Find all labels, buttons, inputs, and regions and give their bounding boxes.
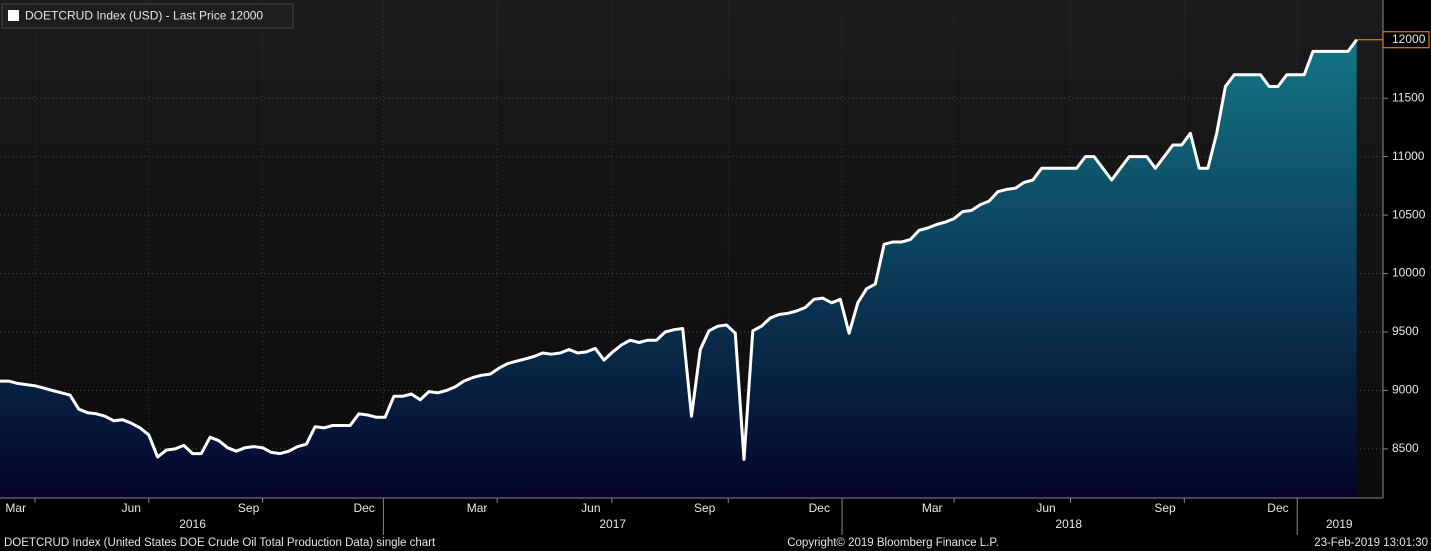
y-tick-label: 9000 xyxy=(1392,383,1419,397)
last-price-box xyxy=(1382,31,1430,49)
legend: DOETCRUD Index (USD) - Last Price 12000 xyxy=(1,3,294,29)
x-tick-label: Sep xyxy=(1154,501,1176,515)
area xyxy=(0,39,1357,498)
y-tick-label: 10000 xyxy=(1392,266,1426,280)
legend-swatch xyxy=(8,10,19,21)
last-price-label: 12000 xyxy=(1392,32,1426,46)
x-tick-label: Jun xyxy=(122,501,141,515)
x-tick-label: Mar xyxy=(922,501,943,515)
legend-label: DOETCRUD Index (USD) - Last Price 12000 xyxy=(25,9,263,23)
footer-right: 23-Feb-2019 13:01:30 xyxy=(1314,537,1428,549)
footer-center: Copyright© 2019 Bloomberg Finance L.P. xyxy=(787,537,999,549)
x-tick-label: Jun xyxy=(1036,501,1055,515)
x-tick-label: Dec xyxy=(353,501,374,515)
x-tick-label: Jun xyxy=(581,501,600,515)
x-tick-label: Dec xyxy=(1267,501,1288,515)
year-label: 2017 xyxy=(599,517,626,531)
year-label: 2016 xyxy=(179,517,206,531)
year-label: 2018 xyxy=(1055,517,1082,531)
y-tick-label: 9500 xyxy=(1392,324,1419,338)
line xyxy=(0,38,1358,461)
x-tick-label: Sep xyxy=(694,501,716,515)
y-tick-label: 11500 xyxy=(1392,90,1425,104)
y-tick-label: 11000 xyxy=(1392,149,1425,163)
y-tick-label: 8500 xyxy=(1392,441,1419,455)
legend-text: DOETCRUD Index (USD) - Last Price xyxy=(25,9,227,23)
x-tick-label: Mar xyxy=(467,501,488,515)
y-tick-label: 10500 xyxy=(1392,207,1426,221)
legend-last-price: 12000 xyxy=(230,9,264,23)
x-tick-label: Dec xyxy=(809,501,830,515)
legend-box xyxy=(1,3,294,29)
year-label: 2019 xyxy=(1326,517,1353,531)
x-tick-label: Mar xyxy=(5,501,26,515)
x-tick-label: Sep xyxy=(238,501,260,515)
footer-left: DOETCRUD Index (United States DOE Crude … xyxy=(4,537,436,549)
